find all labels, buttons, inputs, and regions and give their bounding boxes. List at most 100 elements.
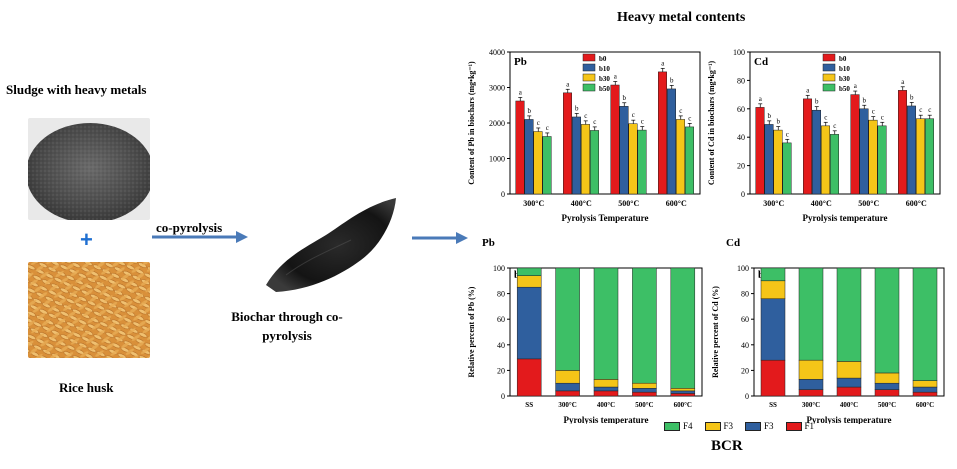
- pb-content-letter: c: [632, 111, 635, 119]
- cd-content-bar-b0-1: [803, 98, 812, 195]
- cd-bcr-segment-F1-1: [798, 389, 824, 397]
- pb-content-letter: c: [537, 119, 540, 127]
- pb-bcr-segment-F4-4: [670, 267, 696, 389]
- cd-bcr-ytick-label: 40: [741, 341, 749, 350]
- pb-content-letter: c: [679, 107, 682, 115]
- cd-content-title: Cd: [754, 56, 768, 68]
- pb-bcr-segment-F3-3: [632, 382, 657, 389]
- cd-content-legend-swatch-b10: [822, 63, 836, 72]
- cd-content-legend-label-b50: b50: [839, 85, 850, 93]
- pb-bcr-segment-F3-1: [555, 370, 580, 384]
- cd-content-ytick-label: 60: [737, 105, 745, 114]
- cd-bcr-segment-F4-1: [798, 267, 824, 361]
- pb-content-ytick-label: 3000: [489, 84, 505, 93]
- pb-content-letter: a: [566, 80, 570, 88]
- cd-bcr-ytick-label: 100: [737, 264, 749, 273]
- biochar-label-line1: Biochar through co-: [231, 309, 343, 324]
- process-label: co-pyrolysis: [156, 220, 223, 235]
- pb-content-xtick-label: 300°C: [523, 199, 544, 208]
- cd-bcr-xtick-label: 600°C: [916, 401, 934, 409]
- rice-husk-label: Rice husk: [59, 380, 114, 395]
- pb-content-letter: c: [593, 118, 596, 126]
- cd-content-xtick-label: 600°C: [906, 199, 927, 208]
- pb-bcr-segment-F3-4: [670, 388, 696, 392]
- pb-bcr-ylabel: Relative percent of Pb (%): [467, 286, 476, 377]
- cd-bcr-chart: 0 20 40 60 80 100 Relative percent of Cd (%) Py…: [711, 237, 945, 424]
- pb-bcr-segment-F1-3: [632, 391, 657, 397]
- cd-content-plot-frame: [749, 51, 941, 195]
- cd-content-bar-b0-3: [898, 90, 907, 195]
- pb-content-legend-swatch-b10: [582, 63, 596, 72]
- pb-content-ytick-label: 1000: [489, 155, 505, 164]
- cd-bcr-xtick-label: 400°C: [840, 401, 858, 409]
- pb-content-letter: c: [641, 118, 644, 126]
- sludge-photo: [28, 118, 150, 220]
- cd-content-letter: c: [928, 106, 931, 114]
- cd-content-letter: c: [833, 122, 836, 130]
- cd-bcr-segment-F4-4: [912, 267, 938, 381]
- cd-content-legend-label-b30: b30: [839, 75, 850, 83]
- pb-content-legend-label-b0: b0: [599, 55, 607, 63]
- cd-content-letter: a: [901, 78, 905, 86]
- cd-content-legend-swatch-b30: [822, 73, 836, 82]
- pb-content-letter: b: [575, 104, 579, 112]
- pb-content-legend-label-b10: b10: [599, 65, 610, 73]
- pb-content-ytick-label: 2000: [489, 119, 505, 128]
- cd-bcr-segment-F3-1: [798, 359, 824, 380]
- pb-content-bar-b0-1: [563, 92, 572, 195]
- result-arrow: [412, 232, 468, 244]
- pb-bcr-segment-F2-2: [593, 386, 619, 392]
- bcr-legend-label: F4: [683, 421, 693, 431]
- cd-content-letter: b: [768, 112, 772, 120]
- pb-bcr-ytick-label: 60: [497, 315, 505, 324]
- pb-bcr-segment-F2-0: [516, 286, 542, 360]
- pb-content-xtick-label: 500°C: [618, 199, 639, 208]
- pb-content-chart: 0 1000 2000 3000 4000 Content of Pb in biocha…: [467, 48, 701, 223]
- cd-bcr-segment-F3-3: [874, 372, 900, 384]
- pb-content-legend-swatch-b50: [582, 83, 596, 92]
- pb-content-letter: c: [584, 112, 587, 120]
- cd-content-letter: c: [919, 106, 922, 114]
- cd-bcr-xtick-label: 300°C: [802, 401, 820, 409]
- pb-content-bar-b30-2: [628, 123, 638, 195]
- pb-content-letter: a: [661, 59, 665, 67]
- bcr-legend: F4 F3 F3 F1: [664, 421, 814, 431]
- cd-bcr-segment-F2-1: [798, 379, 824, 390]
- pb-bcr-title: Pb: [482, 237, 495, 249]
- cd-content-letter: c: [786, 130, 789, 138]
- pb-bcr-segment-F4-0: [516, 267, 542, 276]
- cd-content-letter: b: [863, 96, 867, 104]
- pb-content-bar-b10-3: [667, 88, 676, 195]
- pb-content-legend-swatch-b0: [582, 53, 596, 62]
- cd-content-letter: b: [910, 93, 914, 101]
- pb-bcr-segment-F4-1: [555, 267, 580, 371]
- process-arrow: [152, 231, 248, 243]
- bcr-legend-swatch: [664, 421, 680, 431]
- cd-bcr-segment-F2-0: [760, 298, 786, 361]
- pb-content-legend-label-b50: b50: [599, 85, 610, 93]
- cd-content-legend-label-b0: b0: [839, 55, 847, 63]
- cd-content-ytick-label: 80: [737, 76, 745, 85]
- cd-content-letter: a: [806, 86, 810, 94]
- cd-content-xtick-label: 400°C: [811, 199, 832, 208]
- biochar-label-line2: pyrolysis: [262, 328, 312, 343]
- pb-content-letter: b: [670, 76, 674, 84]
- pb-content-xtick-label: 400°C: [571, 199, 592, 208]
- bcr-legend-swatch: [785, 421, 802, 431]
- bcr-label: BCR: [711, 438, 743, 454]
- bcr-legend-item: F3: [745, 421, 774, 431]
- cd-content-letter: b: [777, 118, 781, 126]
- pb-bcr-ytick-label: 40: [497, 341, 505, 350]
- cd-content-ylabel: Content of Cd in biochars (mg•kg⁻¹): [707, 61, 716, 186]
- pb-bcr-segment-F4-2: [593, 267, 619, 380]
- pb-content-legend-label-b30: b30: [599, 75, 610, 83]
- cd-content-ytick-label: 20: [737, 162, 745, 171]
- cd-content-bar-b30-1: [821, 125, 830, 195]
- cd-bcr-segment-F1-0: [760, 359, 786, 397]
- pb-content-bar-b30-3: [676, 119, 685, 195]
- bcr-legend-item: F3: [704, 421, 733, 431]
- cd-content-ytick-label: 40: [737, 133, 745, 142]
- cd-bcr-xtick-label: SS: [769, 401, 777, 409]
- cd-bcr-ylabel: Relative percent of Cd (%): [711, 286, 720, 378]
- cd-content-bar-b0-2: [850, 94, 860, 195]
